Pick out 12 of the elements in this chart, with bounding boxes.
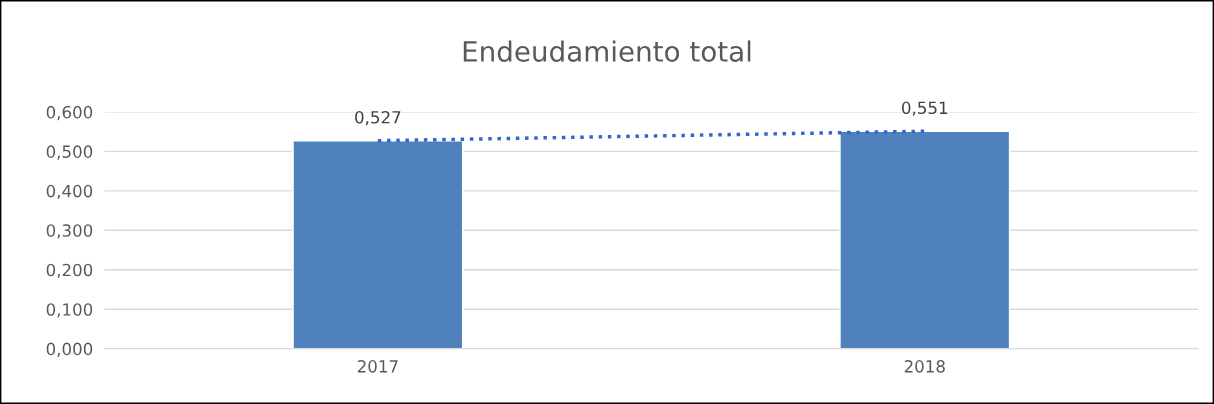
chart-title: Endeudamiento total — [463, 40, 751, 62]
y-tick-label: 0,400 — [46, 184, 93, 200]
y-tick-label: 0,500 — [46, 145, 93, 160]
x-tick-label: 2018 — [904, 360, 945, 373]
y-tick-label: 0,200 — [46, 263, 93, 279]
y-tick-label: 0,100 — [46, 303, 93, 318]
data-label: 0,527 — [355, 110, 401, 126]
data-label: 0,551 — [902, 101, 948, 116]
y-tick-label: 0,600 — [46, 105, 93, 121]
y-tick-label: 0,000 — [46, 342, 93, 357]
x-tick-label: 2017 — [357, 360, 398, 373]
y-tick-label: 0,300 — [46, 224, 93, 239]
